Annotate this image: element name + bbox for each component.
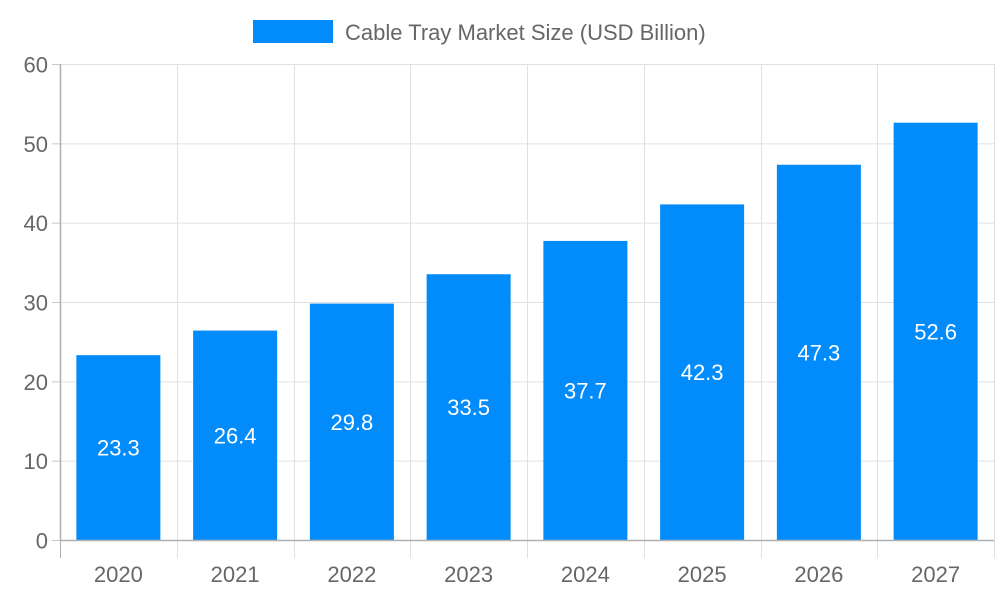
legend: Cable Tray Market Size (USD Billion) bbox=[253, 20, 706, 45]
grid bbox=[60, 64, 995, 540]
bar-2021 bbox=[193, 330, 278, 540]
data-label: 26.4 bbox=[214, 423, 257, 448]
x-tick-label: 2022 bbox=[327, 562, 376, 587]
x-tick-label: 2024 bbox=[561, 562, 610, 587]
y-tick-label: 60 bbox=[24, 53, 48, 78]
data-label: 52.6 bbox=[914, 319, 957, 344]
data-label: 23.3 bbox=[97, 436, 140, 461]
y-tick-label: 0 bbox=[36, 529, 48, 554]
x-tick-label: 2021 bbox=[211, 562, 260, 587]
bar-2027 bbox=[893, 122, 978, 540]
bar-2025 bbox=[660, 204, 745, 541]
bar-2022 bbox=[309, 303, 394, 540]
data-label: 42.3 bbox=[681, 360, 724, 385]
data-label: 29.8 bbox=[330, 410, 373, 435]
y-tick-label: 30 bbox=[24, 291, 48, 316]
y-tick-label: 20 bbox=[24, 370, 48, 395]
bar-2024 bbox=[543, 240, 628, 540]
data-label: 47.3 bbox=[797, 340, 840, 365]
x-tick-label: 2023 bbox=[444, 562, 493, 587]
data-label: 37.7 bbox=[564, 378, 607, 403]
y-tick-label: 50 bbox=[24, 132, 48, 157]
x-tick-label: 2020 bbox=[94, 562, 143, 587]
y-tick-label: 40 bbox=[24, 211, 48, 236]
bar-2026 bbox=[776, 164, 861, 540]
axes: 0 10 20 30 40 50 60 2020 2021 2022 2023 2024 2025 202… bbox=[24, 53, 995, 587]
bar-2020 bbox=[76, 355, 161, 540]
legend-swatch bbox=[253, 20, 333, 43]
y-tick-label: 10 bbox=[24, 449, 48, 474]
data-label: 33.5 bbox=[447, 395, 490, 420]
x-tick-label: 2026 bbox=[794, 562, 843, 587]
bar-2023 bbox=[426, 274, 511, 540]
bars: 23.3 26.4 29.8 33.5 37.7 42.3 47.3 52.6 bbox=[76, 122, 978, 541]
legend-label: Cable Tray Market Size (USD Billion) bbox=[345, 20, 706, 45]
x-tick-label: 2027 bbox=[911, 562, 960, 587]
x-tick-label: 2025 bbox=[678, 562, 727, 587]
